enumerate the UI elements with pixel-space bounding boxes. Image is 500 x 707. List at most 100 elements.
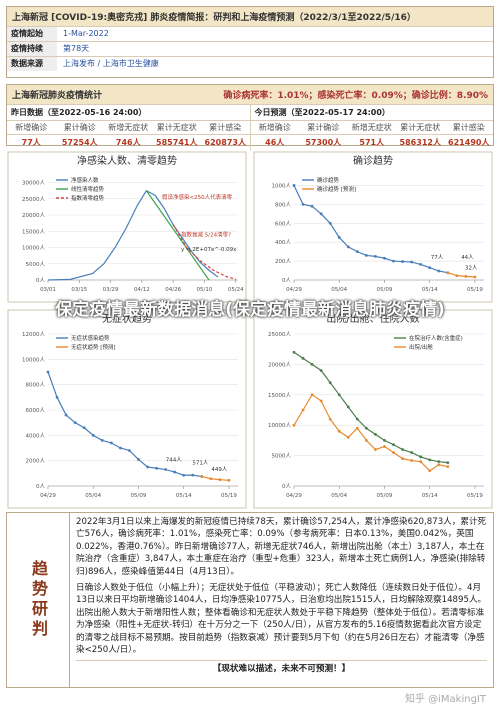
panel-labels: 新增确诊 累计确诊 新增无症状 累计无症状 累计感染 [7,120,250,134]
point [401,457,404,461]
analysis-body: 2022年3月1日以来上海爆发的新冠疫情已持续78天，累计确诊57,254人，累… [70,513,493,687]
y-tick-label: 1000人 [272,182,292,189]
stat-label: 新增确诊 [258,123,291,132]
x-tick-label: 04/26 [165,287,181,293]
point [374,448,377,451]
point [437,460,441,464]
y-tick-label: 5000人 [272,453,292,460]
point [301,202,305,206]
legend-label: 出院/出舱 [409,343,433,351]
legend-label: 在院治疗人数(含重症) [409,334,463,342]
analysis-label: 趋势研判 [7,513,70,687]
point [100,439,104,442]
point [464,275,468,278]
x-tick-label: 04/12 [134,287,150,293]
y-tick-label: 15000人 [268,392,291,399]
point [209,477,213,481]
point [292,423,296,427]
x-tick-label: 05/24 [228,287,244,293]
point [410,451,414,454]
series-line [145,190,210,281]
series-line [447,272,475,278]
watermark: 知乎 @iMakingIT [404,694,486,705]
annotation: 449人 [211,466,227,473]
y-tick-label: 4000人 [26,432,46,439]
panel-labels: 新增确诊 累计确诊 新增无症状 累计无症状 累计感染 [250,120,493,134]
x-tick-label: 05/14 [422,493,438,499]
point [355,426,359,430]
point [410,459,414,462]
stat-label: 新增无症状 [351,123,392,132]
x-tick-label: 03/15 [71,287,87,293]
stat-value: 77人 [21,138,41,147]
x-tick-label: 05/19 [467,287,483,293]
stat-label: 新增无症状 [108,123,149,132]
stat-value: 57300人 [305,138,342,147]
chart-title: 出院/出舱、住院人数 [326,312,419,325]
point [128,449,131,452]
stats-panels: 昨日数据（至2022-05-16 24:00） 新增确诊 累计确诊 新增无症状 累计无症… [7,104,493,150]
y-tick-label: 12000人 [22,331,45,338]
point [328,381,332,385]
x-tick-label: 03/01 [40,287,56,293]
chart-frame [253,151,493,303]
header-rows: 疫情起始 1-Mar-2022 疫情持续 第78天 数据来源 上海发布 / 上海市卫生健康 [7,26,493,71]
annotation: 77人 [431,254,444,261]
legend-label: 指数清零趋势 [71,194,105,202]
point [155,466,158,470]
overlay-title: 保定疫情最新数据消息(保定疫情最新消息肺炎疫情) [55,300,445,320]
series-line [293,351,448,464]
panel-values: 46人 57300人 571人 586312人 621490人 [250,134,493,150]
legend-label: 无症状感染趋势 [71,334,110,342]
y-tick-label: 5000人 [26,261,46,268]
stat-value: 585741人 [156,138,198,147]
y-tick-label: 0人 [282,277,291,284]
panel-title: 今日预测（至2022-05-17 24:00） [250,104,493,120]
point [428,469,432,473]
stats-rates: 确诊病死率：1.01%；感染死亡率：0.09%；确诊比例：8.90% [223,91,488,101]
series-line [293,393,448,472]
x-tick-label: 05/04 [331,493,347,499]
point [328,417,332,421]
row-value: 1-Mar-2022 [63,29,109,38]
x-tick-label: 04/29 [286,287,302,293]
annotation: 32人 [465,265,478,272]
row-value: 上海发布 / 上海市卫生健康 [63,59,159,68]
y-tick-label: 30000人 [22,180,45,187]
point [301,356,305,360]
series-line [293,185,448,274]
row-label: 数据来源 [7,57,57,71]
point [346,435,350,439]
stat-label: 新增确诊 [15,123,48,132]
point [310,204,314,208]
point [446,465,450,469]
point [173,470,177,474]
point [310,363,314,366]
point [446,461,450,465]
stat-value: 621490人 [448,138,490,147]
point [355,250,359,254]
point [55,395,59,399]
stat-value: 586312人 [399,138,441,147]
point [319,212,323,216]
x-tick-label: 05/09 [377,493,393,499]
y-tick-label: 0人 [36,483,45,490]
point [346,245,350,249]
point [428,266,432,270]
point [364,439,368,442]
annotation: 指数衰减 5/24清零? [181,230,231,238]
y-tick-label: 25000人 [268,331,291,338]
row-label: 疫情起始 [7,27,57,41]
legend-label: 线性清零趋势 [71,185,105,193]
annotation: 假设净感染<250人代表清零 [162,193,233,201]
point [374,254,377,258]
header-row: 疫情起始 1-Mar-2022 [7,26,493,41]
point [182,473,186,477]
x-tick-label: 04/29 [286,493,302,499]
point [455,274,459,278]
point [473,275,477,279]
y-tick-label: 0人 [282,483,291,490]
point [446,271,450,275]
point [419,455,423,459]
point [292,350,296,354]
